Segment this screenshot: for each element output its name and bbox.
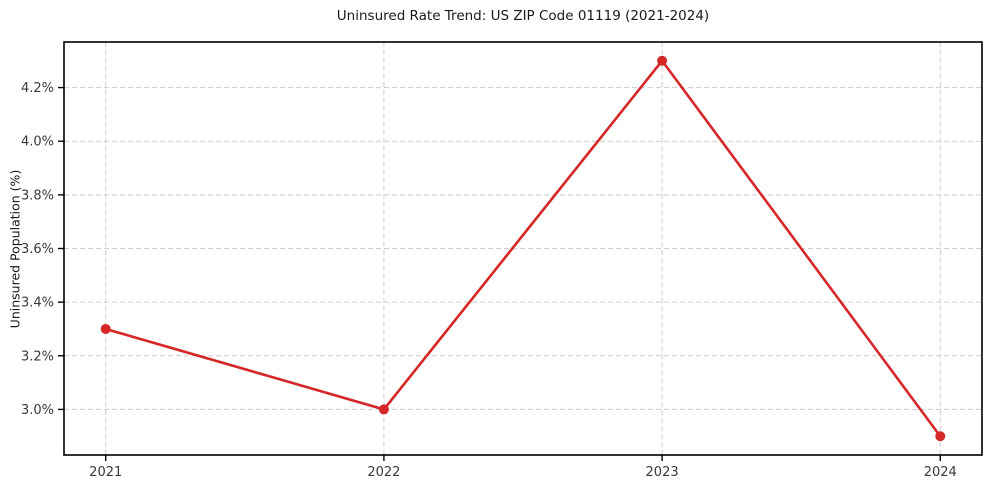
x-tick-label: 2022	[367, 465, 400, 480]
y-tick-label: 3.0%	[21, 403, 54, 418]
x-tick-label: 2023	[646, 465, 679, 480]
y-tick-label: 3.4%	[21, 296, 54, 311]
y-tick-label: 3.8%	[21, 188, 54, 203]
chart-title: Uninsured Rate Trend: US ZIP Code 01119 …	[336, 8, 710, 24]
x-tick-label: 2021	[89, 465, 122, 480]
data-point	[935, 431, 946, 442]
data-point	[100, 323, 111, 334]
y-tick-label: 3.2%	[21, 349, 54, 364]
y-tick-label: 4.0%	[21, 135, 54, 150]
data-point	[378, 404, 389, 415]
y-tick-label: 3.6%	[21, 242, 54, 257]
data-point	[657, 55, 668, 66]
trend-line	[104, 59, 942, 438]
x-tick-label: 2024	[924, 465, 957, 480]
y-tick-label: 4.2%	[21, 81, 54, 96]
